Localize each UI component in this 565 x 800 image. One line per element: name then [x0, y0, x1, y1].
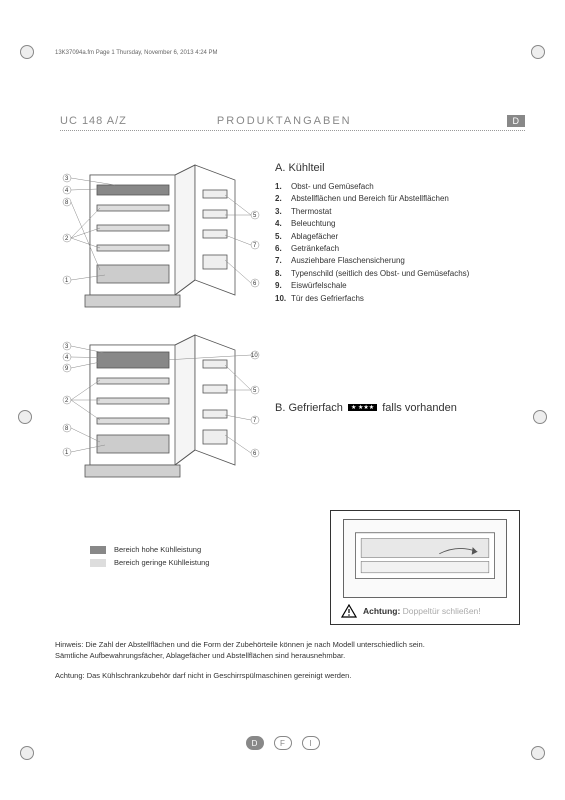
- note-line: Sämtliche Aufbewahrungsfächer, Ablagefäc…: [55, 651, 520, 662]
- warning-label-text: Doppeltür schließen!: [403, 606, 481, 616]
- item-num: 1.: [275, 181, 291, 193]
- warning-box: Achtung: Doppeltür schließen!: [330, 510, 520, 625]
- list-item: 10.Tür des Gefrierfachs: [275, 293, 469, 305]
- list-item: 9.Eiswürfelschale: [275, 280, 469, 292]
- item-num: 4.: [275, 218, 291, 230]
- list-item: 8.Typenschild (seitlich des Obst- und Ge…: [275, 268, 469, 280]
- legend: Bereich hohe Kühlleistung Bereich gering…: [90, 545, 209, 571]
- legend-swatch-high: [90, 546, 106, 554]
- item-label: Obst- und Gemüsefach: [291, 181, 374, 193]
- item-label: Abstellflächen und Bereich für Abstellfl…: [291, 193, 449, 205]
- warning-label-bold: Achtung:: [363, 606, 400, 616]
- parts-list-a: A. Kühlteil 1.Obst- und Gemüsefach 2.Abs…: [275, 160, 469, 315]
- fridge-diagram-b: 3 4 9 2 8 1 10 5 7 6: [55, 330, 265, 485]
- crop-mark-icon: [531, 45, 545, 59]
- freezer-star-icon: ★ ★★★: [348, 404, 377, 411]
- crop-mark-icon: [533, 410, 547, 424]
- list-item: 5.Ablagefächer: [275, 231, 469, 243]
- warning-caption: Achtung: Doppeltür schließen!: [331, 602, 519, 624]
- legend-item: Bereich geringe Kühlleistung: [90, 558, 209, 567]
- item-num: 9.: [275, 280, 291, 292]
- footer-badge: F: [274, 736, 292, 750]
- crop-mark-icon: [18, 410, 32, 424]
- section-kuehlteil: 3 4 8 2 1 5 7 6 A. Kühlteil 1.Obst- und …: [55, 160, 525, 315]
- legend-label: Bereich hohe Kühlleistung: [114, 545, 201, 554]
- list-item: 2.Abstellflächen und Bereich für Abstell…: [275, 193, 469, 205]
- item-label: Ausziehbare Flaschensicherung: [291, 255, 405, 267]
- section-heading: B. Gefrierfach ★ ★★★ falls vorhanden: [275, 402, 457, 414]
- item-num: 6.: [275, 243, 291, 255]
- footer-badge: D: [246, 736, 264, 750]
- page-title: PRODUKTANGABEN: [217, 115, 352, 127]
- section-letter: B.: [275, 402, 285, 414]
- legend-item: Bereich hohe Kühlleistung: [90, 545, 209, 554]
- door-close-diagram: [343, 519, 507, 598]
- item-num: 5.: [275, 231, 291, 243]
- item-label: Getränkefach: [291, 243, 339, 255]
- model-code: UC 148 A/Z: [60, 115, 127, 127]
- svg-text:10: 10: [251, 353, 258, 359]
- language-badge: D: [507, 115, 526, 127]
- section-title-prefix: Gefrierfach: [288, 402, 342, 414]
- list-item: 1.Obst- und Gemüsefach: [275, 181, 469, 193]
- warning-icon: [341, 604, 357, 618]
- item-label: Typenschild (seitlich des Obst- und Gemü…: [291, 268, 469, 280]
- note-line: Achtung: Das Kühlschrankzubehör darf nic…: [55, 671, 520, 682]
- footer-badge: I: [302, 736, 320, 750]
- item-label: Eiswürfelschale: [291, 280, 347, 292]
- list-item: 3.Thermostat: [275, 206, 469, 218]
- list-item: 7.Ausziehbare Flaschensicherung: [275, 255, 469, 267]
- item-label: Beleuchtung: [291, 218, 335, 230]
- item-label: Thermostat: [291, 206, 331, 218]
- item-label: Tür des Gefrierfachs: [291, 293, 364, 305]
- list-item: 6.Getränkefach: [275, 243, 469, 255]
- note-line: Hinweis: Die Zahl der Abstellflächen und…: [55, 640, 520, 651]
- legend-label: Bereich geringe Kühlleistung: [114, 558, 209, 567]
- item-num: 8.: [275, 268, 291, 280]
- item-num: 7.: [275, 255, 291, 267]
- legend-swatch-low: [90, 559, 106, 567]
- item-num: 10.: [275, 293, 291, 305]
- title-row: UC 148 A/Z PRODUKTANGABEN D: [60, 115, 525, 131]
- section-title: Kühlteil: [288, 162, 324, 174]
- section-heading: A. Kühlteil: [275, 160, 469, 177]
- fridge-diagram-a: 3 4 8 2 1 5 7 6: [55, 160, 265, 315]
- file-header: 13K37094a.fm Page 1 Thursday, November 6…: [55, 50, 218, 56]
- list-item: 4.Beleuchtung: [275, 218, 469, 230]
- section-letter: A.: [275, 162, 285, 174]
- item-label: Ablagefächer: [291, 231, 338, 243]
- notes: Hinweis: Die Zahl der Abstellflächen und…: [55, 640, 520, 682]
- item-num: 2.: [275, 193, 291, 205]
- section-gefrierfach: 3 4 9 2 8 1 10 5 7 6 B. Gefrierfach ★ ★★…: [55, 330, 525, 485]
- item-num: 3.: [275, 206, 291, 218]
- footer-language-selector: D F I: [0, 736, 565, 750]
- section-title-suffix: falls vorhanden: [382, 402, 457, 414]
- crop-mark-icon: [20, 45, 34, 59]
